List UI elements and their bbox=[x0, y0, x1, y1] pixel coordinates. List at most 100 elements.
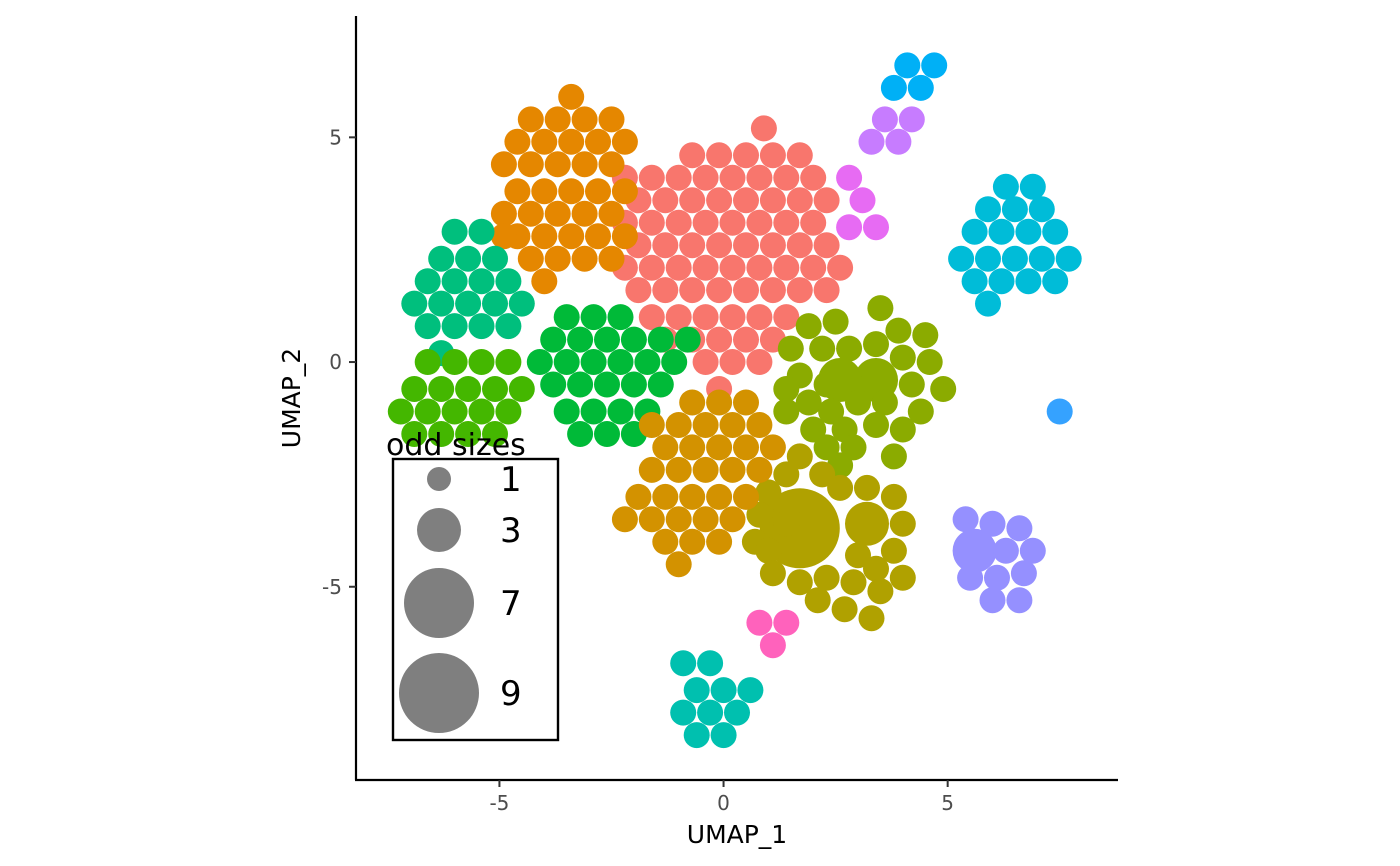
data-point bbox=[468, 349, 495, 375]
x-axis-title: UMAP_1 bbox=[687, 820, 787, 849]
y-tick-label: 5 bbox=[329, 125, 342, 149]
data-point bbox=[638, 456, 665, 483]
data-point bbox=[665, 164, 692, 191]
data-point bbox=[948, 245, 975, 272]
data-point bbox=[558, 223, 585, 250]
data-point bbox=[845, 389, 871, 416]
data-point bbox=[553, 349, 580, 375]
data-point bbox=[692, 254, 719, 281]
data-point bbox=[961, 218, 988, 245]
data-point bbox=[992, 173, 1019, 200]
data-point bbox=[647, 371, 674, 398]
data-point bbox=[652, 528, 679, 555]
data-point bbox=[836, 335, 863, 362]
data-point bbox=[1028, 196, 1055, 223]
legend-label: 7 bbox=[500, 584, 522, 624]
data-point bbox=[526, 349, 553, 375]
data-point bbox=[638, 506, 665, 533]
data-point bbox=[719, 209, 746, 236]
data-point bbox=[975, 290, 1001, 317]
data-point bbox=[508, 376, 535, 402]
data-point bbox=[665, 551, 692, 578]
data-point bbox=[611, 223, 638, 250]
data-point bbox=[813, 187, 840, 214]
legend-key-circle bbox=[427, 467, 451, 491]
data-point bbox=[719, 506, 746, 533]
data-point bbox=[773, 376, 800, 402]
data-point bbox=[482, 290, 508, 317]
data-point bbox=[957, 564, 984, 591]
data-point bbox=[750, 115, 777, 142]
data-point bbox=[759, 232, 786, 259]
data-point bbox=[992, 537, 1019, 564]
data-point bbox=[401, 290, 428, 317]
data-point bbox=[733, 483, 759, 510]
data-point bbox=[683, 677, 710, 704]
data-point bbox=[679, 389, 706, 416]
y-tick-label: 0 bbox=[329, 350, 342, 374]
data-point bbox=[611, 178, 638, 205]
data-point bbox=[428, 376, 455, 402]
data-point bbox=[719, 412, 746, 438]
legend-label: 9 bbox=[500, 674, 522, 714]
data-point bbox=[598, 245, 625, 272]
data-point bbox=[809, 461, 836, 488]
data-point bbox=[907, 74, 934, 101]
data-point bbox=[674, 326, 701, 353]
data-point bbox=[786, 277, 813, 304]
data-point bbox=[773, 254, 800, 281]
data-point bbox=[746, 412, 773, 438]
data-point bbox=[697, 699, 724, 726]
data-point bbox=[571, 106, 598, 133]
data-point bbox=[795, 389, 822, 416]
data-point bbox=[889, 564, 916, 591]
data-point bbox=[571, 200, 598, 227]
data-point bbox=[858, 605, 885, 632]
data-point bbox=[571, 245, 598, 272]
data-point bbox=[863, 412, 889, 438]
data-point bbox=[813, 232, 840, 259]
data-point bbox=[885, 317, 912, 344]
data-point bbox=[387, 398, 414, 425]
x-tick-label: 5 bbox=[941, 791, 954, 815]
data-point bbox=[984, 564, 1010, 591]
data-point bbox=[737, 677, 764, 704]
data-point bbox=[733, 326, 759, 353]
data-point bbox=[773, 304, 800, 331]
data-point bbox=[692, 209, 719, 236]
data-point bbox=[679, 187, 706, 214]
data-point bbox=[1010, 560, 1037, 587]
data-point bbox=[863, 555, 889, 582]
data-point bbox=[517, 106, 544, 133]
data-point bbox=[611, 128, 638, 155]
data-point bbox=[1001, 245, 1028, 272]
data-point bbox=[813, 564, 840, 591]
data-point bbox=[961, 268, 988, 295]
data-point bbox=[580, 304, 607, 331]
data-point bbox=[979, 587, 1006, 614]
data-point bbox=[598, 151, 625, 178]
data-point bbox=[773, 510, 800, 537]
data-point bbox=[652, 277, 679, 304]
data-point bbox=[746, 254, 773, 281]
data-point bbox=[863, 331, 889, 358]
data-point bbox=[665, 304, 692, 331]
data-point bbox=[755, 537, 782, 564]
data-point bbox=[692, 412, 719, 438]
size-legend: odd sizes 1 3 7 9 bbox=[386, 428, 560, 742]
data-point bbox=[777, 335, 804, 362]
data-point bbox=[638, 164, 665, 191]
data-point bbox=[661, 349, 688, 375]
data-point bbox=[567, 371, 594, 398]
data-point bbox=[840, 434, 867, 461]
data-point bbox=[625, 483, 652, 510]
data-point bbox=[759, 142, 786, 169]
data-point bbox=[441, 398, 468, 425]
data-point bbox=[495, 398, 522, 425]
data-point bbox=[885, 128, 912, 155]
data-point bbox=[692, 349, 719, 375]
data-point bbox=[558, 128, 585, 155]
data-point bbox=[531, 178, 558, 205]
data-point bbox=[867, 295, 894, 322]
